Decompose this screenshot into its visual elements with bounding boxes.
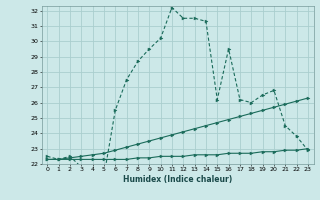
X-axis label: Humidex (Indice chaleur): Humidex (Indice chaleur)	[123, 175, 232, 184]
